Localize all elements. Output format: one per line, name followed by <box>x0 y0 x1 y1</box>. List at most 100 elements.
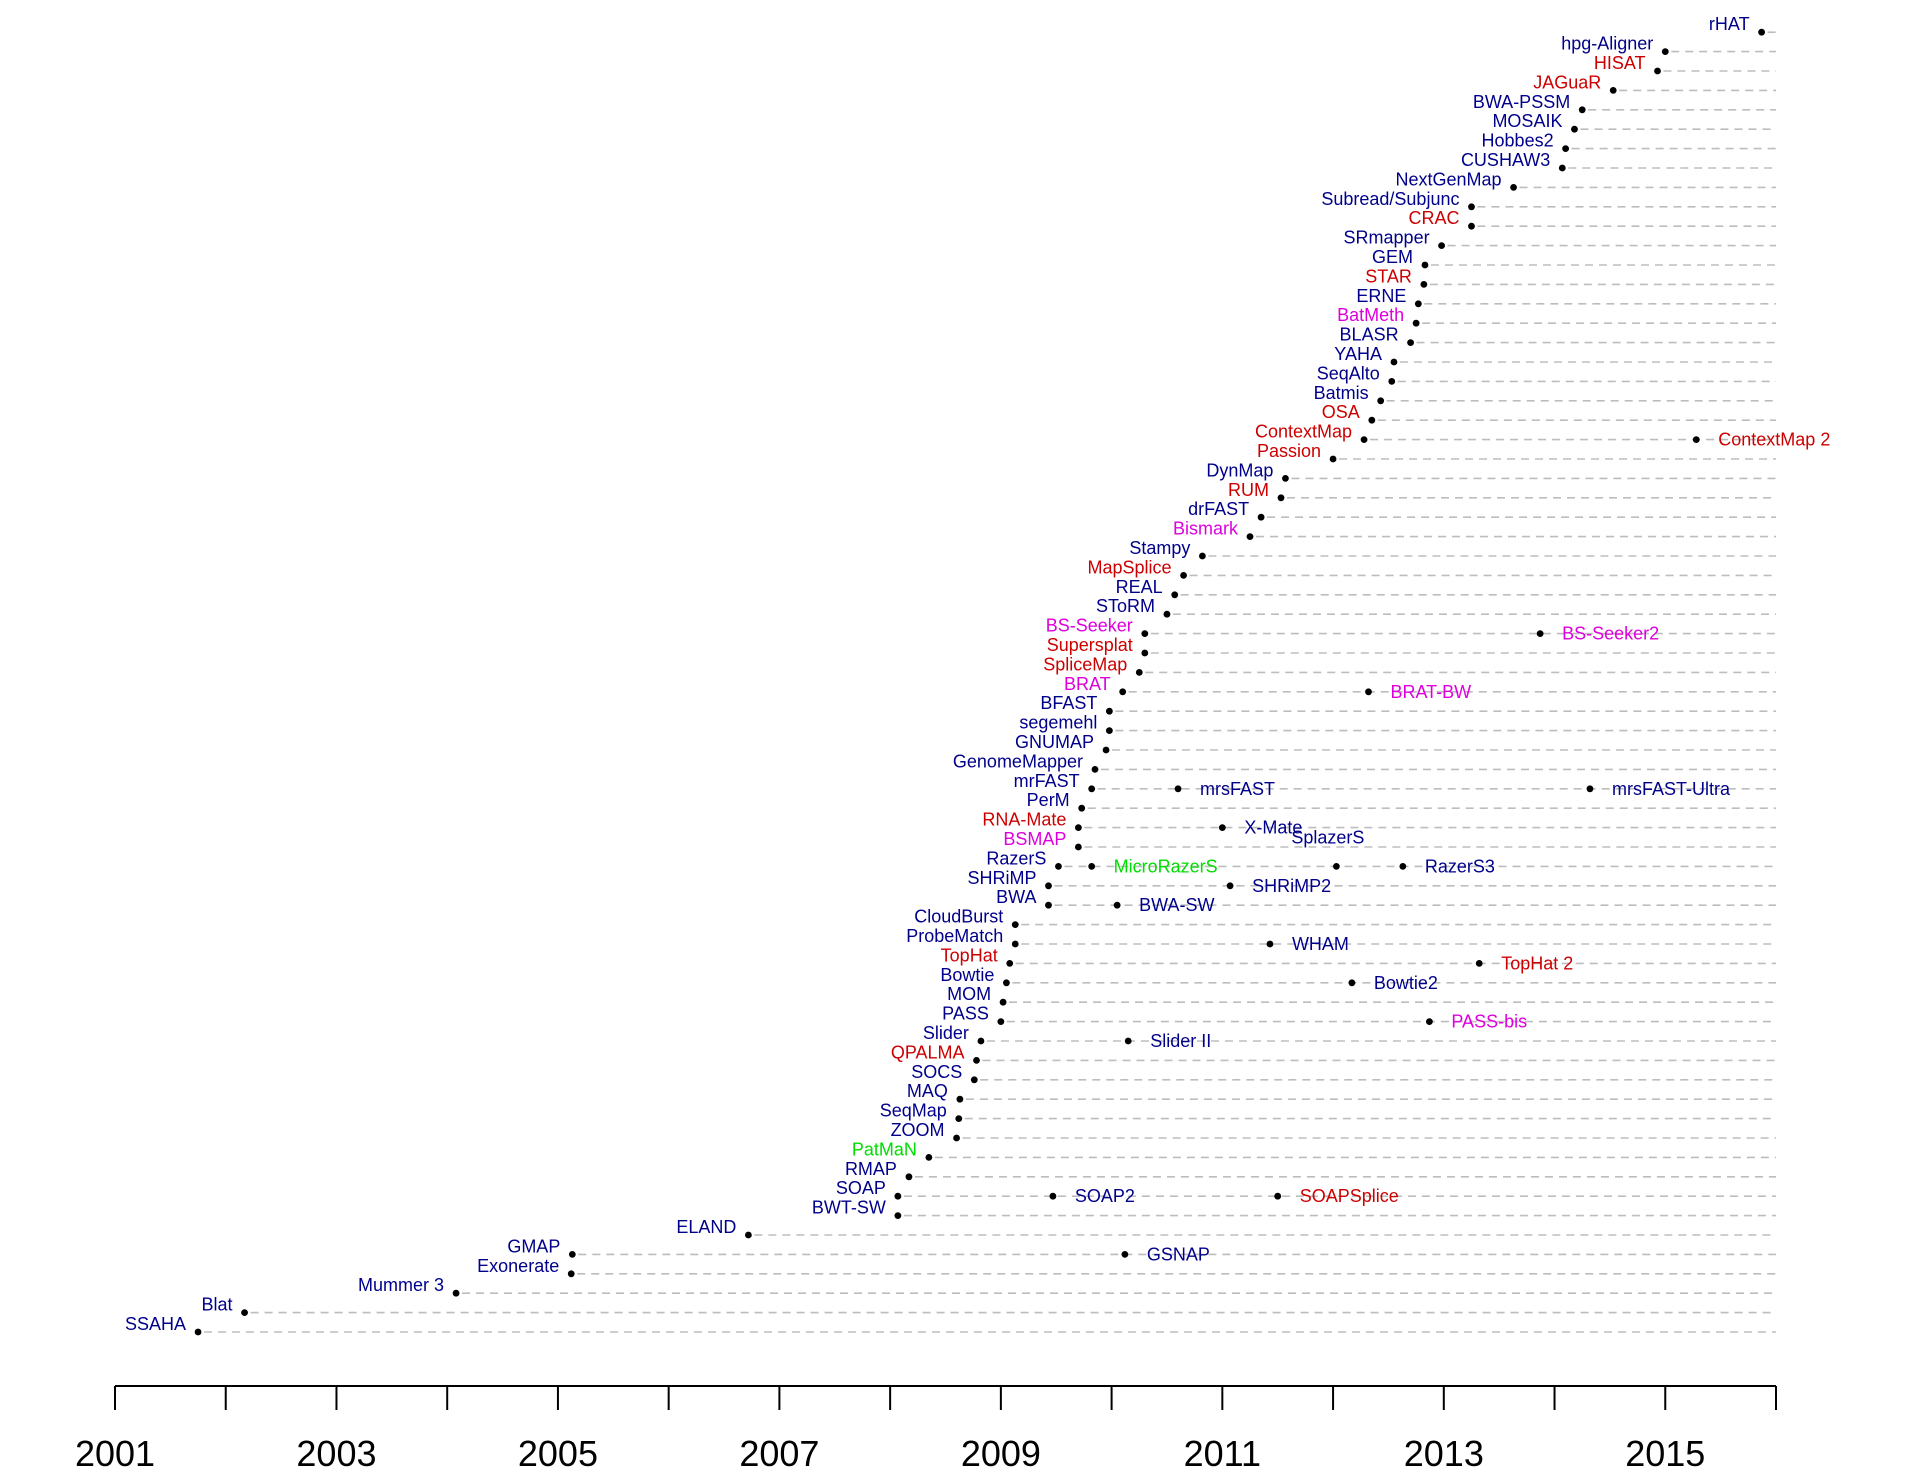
data-point <box>1135 669 1143 676</box>
data-point <box>1510 184 1517 191</box>
tool-label: Batmis <box>1314 383 1369 403</box>
data-point <box>1414 300 1422 308</box>
data-point <box>1199 552 1206 560</box>
tool-label: Subread/Subjunc <box>1321 189 1459 209</box>
tool-label: hpg-Aligner <box>1561 34 1653 54</box>
x-tick-label: 2011 <box>1184 1433 1261 1474</box>
x-tick-label: 2013 <box>1404 1433 1484 1474</box>
tool-label: mrFAST <box>1014 771 1080 791</box>
tool-label: MicroRazerS <box>1114 856 1218 876</box>
data-point <box>1266 940 1274 948</box>
tool-label: Slider II <box>1150 1031 1211 1051</box>
tool-label: Stampy <box>1129 538 1190 558</box>
data-point <box>1438 242 1445 250</box>
tool-label: ContextMap <box>1255 422 1352 442</box>
tool-label: drFAST <box>1188 499 1249 519</box>
tool-label: SToRM <box>1096 596 1155 616</box>
data-point <box>925 1154 933 1161</box>
tool-label: mrsFAST-Ultra <box>1612 779 1731 799</box>
tool-label: BS-Seeker2 <box>1562 624 1659 644</box>
data-point <box>744 1231 752 1239</box>
data-point <box>1282 475 1289 482</box>
data-point <box>953 1134 960 1142</box>
tool-label: SOCS <box>911 1062 962 1082</box>
data-point <box>1171 591 1179 599</box>
data-point <box>1174 785 1182 793</box>
tool-label: PerM <box>1027 790 1070 810</box>
data-point <box>1390 358 1398 366</box>
tool-label: OSA <box>1322 402 1360 422</box>
tool-label: GNUMAP <box>1015 732 1094 752</box>
data-point <box>1113 901 1121 909</box>
data-point <box>1609 87 1617 94</box>
x-tick-label: 2001 <box>75 1433 155 1474</box>
data-point <box>1226 882 1234 890</box>
data-point <box>1329 455 1337 463</box>
data-point <box>1045 882 1052 890</box>
tool-label: RMAP <box>845 1159 897 1179</box>
data-point <box>1558 164 1566 172</box>
x-tick-label: 2005 <box>518 1433 598 1474</box>
data-point <box>1121 1251 1129 1258</box>
tool-label: TopHat <box>941 945 998 965</box>
data-point <box>1426 1018 1433 1025</box>
tool-label: RazerS <box>986 848 1046 868</box>
tool-label: SplazerS <box>1291 827 1364 847</box>
data-point <box>1654 67 1661 75</box>
tool-label: BWA <box>996 887 1036 907</box>
data-point <box>1074 824 1082 831</box>
tool-label: SeqAlto <box>1317 363 1380 383</box>
dashed-guide-lines <box>204 31 1776 1333</box>
tool-label: ZOOM <box>891 1120 945 1140</box>
data-point <box>1091 766 1099 773</box>
tool-label: Blat <box>202 1295 233 1315</box>
tool-label: Mummer 3 <box>358 1275 444 1295</box>
data-point <box>1105 707 1113 715</box>
tool-points <box>194 28 1766 1336</box>
x-tick-label: 2003 <box>296 1433 376 1474</box>
data-point <box>1003 979 1010 987</box>
tool-label: YAHA <box>1334 344 1382 364</box>
data-point <box>1388 378 1396 385</box>
data-point <box>997 1018 1005 1025</box>
data-point <box>1562 145 1570 153</box>
data-point <box>1360 436 1368 443</box>
x-tick-label: 2007 <box>739 1433 819 1474</box>
tool-label: segemehl <box>1019 713 1097 733</box>
tool-label: PASS-bis <box>1451 1012 1527 1032</box>
tool-label: ProbeMatch <box>906 926 1003 946</box>
tool-label: SOAP <box>836 1178 886 1198</box>
tool-label: Bowtie2 <box>1374 973 1438 993</box>
tool-label: Passion <box>1257 441 1321 461</box>
tool-label: SRmapper <box>1344 228 1430 248</box>
tool-label: BS-Seeker <box>1046 616 1133 636</box>
data-point <box>1578 106 1586 114</box>
data-point <box>1102 746 1110 754</box>
tool-label: MOSAIK <box>1492 111 1562 131</box>
data-point <box>1586 785 1594 793</box>
data-point <box>194 1328 202 1336</box>
tool-label: WHAM <box>1292 934 1349 954</box>
data-point <box>1257 513 1265 521</box>
tool-label: mrsFAST <box>1200 779 1275 799</box>
tool-label: MAQ <box>907 1081 948 1101</box>
tool-label: BWA-SW <box>1139 895 1214 915</box>
tool-label: GenomeMapper <box>953 751 1083 771</box>
data-point <box>241 1309 248 1316</box>
tool-label: CUSHAW3 <box>1461 150 1550 170</box>
data-point <box>1407 339 1414 346</box>
tool-label: SOAP2 <box>1075 1186 1135 1206</box>
data-point <box>1078 804 1086 812</box>
data-point <box>1758 28 1766 36</box>
tool-label: SeqMap <box>880 1101 947 1121</box>
tool-label: Slider <box>923 1023 969 1043</box>
data-point <box>1180 572 1187 579</box>
data-point <box>1368 416 1376 424</box>
tool-label: Bowtie <box>940 965 994 985</box>
tool-label: BatMeth <box>1337 305 1404 325</box>
data-point <box>1119 688 1127 696</box>
data-point <box>1332 863 1340 870</box>
tool-label: JAGuaR <box>1533 72 1601 92</box>
tool-label: Bismark <box>1173 519 1239 539</box>
tool-label: BWT-SW <box>812 1198 886 1218</box>
